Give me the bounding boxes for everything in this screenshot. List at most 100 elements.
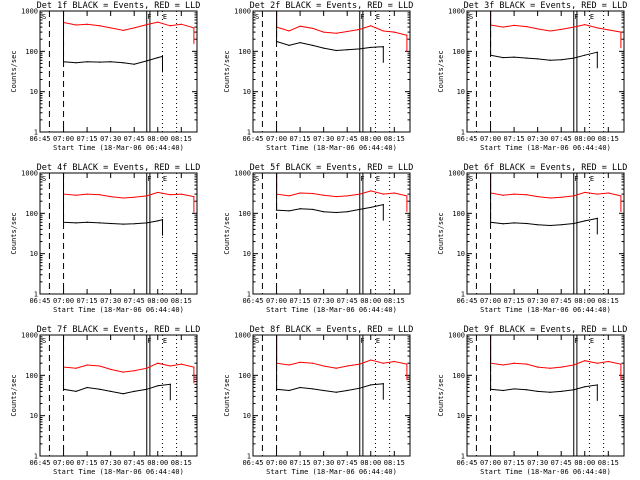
plot-frame [466, 334, 625, 457]
x-tick-label: 08:00 [360, 459, 381, 467]
y-tick-label: 10 [30, 412, 38, 420]
lld-point [133, 27, 135, 29]
events-point [513, 388, 515, 390]
events-point [122, 393, 124, 395]
y-tick-label: 1 [247, 291, 251, 299]
series-line-lld [276, 11, 408, 52]
lld-point [346, 365, 348, 367]
lld-point [560, 196, 562, 198]
events-point [275, 40, 278, 43]
y-tick-label: 10 [243, 250, 251, 258]
panel-det-7: Det 7f BLACK = Events, RED = LLD 1 10 100 10… [10, 325, 200, 476]
marker-label-s: S [469, 337, 473, 345]
events-point [573, 389, 575, 391]
x-tick-label: 07:30 [313, 459, 334, 467]
lld-point [549, 197, 551, 199]
lld-point [596, 193, 598, 195]
events-point [288, 389, 290, 392]
events-point [335, 211, 337, 214]
y-tick-label: 1 [34, 129, 38, 137]
plot-frame [466, 10, 625, 133]
events-point [526, 389, 528, 391]
x-tick-label: 06:45 [29, 135, 50, 143]
events-point [526, 57, 528, 59]
events-point [323, 389, 325, 392]
lld-point [596, 27, 598, 29]
panel-det-4: Det 4f BLACK = Events, RED = LLD 1 10 100 10… [10, 163, 200, 314]
events-point [489, 54, 492, 56]
marker-label-f: F [574, 13, 578, 21]
lld-point [288, 364, 290, 366]
lld-point [86, 23, 88, 25]
lld-point [193, 195, 195, 198]
lld-point [406, 195, 408, 197]
series-line-lld [63, 335, 195, 384]
y-tick-label: 100 [238, 210, 251, 218]
events-point [99, 222, 101, 224]
events-point [312, 44, 314, 47]
y-axis-label: Counts/sec [437, 50, 445, 92]
x-axis-label: Start Time (18-Mar-06 06:44:40) [480, 144, 611, 152]
events-point [335, 391, 337, 393]
events-point [382, 203, 384, 206]
lld-point [312, 27, 314, 30]
x-tick-label: 07:15 [290, 459, 311, 467]
events-point [146, 60, 148, 62]
events-point [382, 383, 384, 385]
events-point [573, 222, 575, 225]
events-point [86, 61, 88, 63]
y-tick-label: 1000 [448, 170, 465, 178]
y-axis-label: Counts/sec [437, 374, 445, 416]
events-point [133, 223, 135, 225]
marker-label-f: F [574, 337, 578, 345]
x-tick-label: 07:15 [77, 459, 98, 467]
series-line-events [276, 173, 384, 221]
events-point [489, 388, 492, 390]
lld-point [382, 362, 384, 364]
x-tick-label: 07:30 [100, 459, 121, 467]
panel-title: Det 8f BLACK = Events, RED = LLD [250, 325, 414, 335]
events-point [299, 208, 301, 210]
marker-label-e: E [590, 337, 594, 345]
y-tick-label: 10 [243, 88, 251, 96]
marker-label-s: S [255, 13, 259, 21]
panel-det-2: Det 2f BLACK = Events, RED = LLD 1 10 100 10… [223, 1, 413, 152]
y-tick-label: 1 [461, 129, 465, 137]
events-point [489, 221, 492, 223]
x-tick-label: 07:45 [124, 297, 145, 305]
x-axis-label: Start Time (18-Mar-06 06:44:40) [480, 306, 611, 314]
lld-point [75, 24, 77, 26]
events-point [584, 54, 586, 56]
y-tick-label: 10 [457, 88, 465, 96]
lld-point [596, 362, 598, 364]
x-tick-label: 08:00 [147, 459, 168, 467]
x-tick-label: 07:45 [124, 459, 145, 467]
lld-point [169, 25, 171, 27]
marker-label-f: F [147, 175, 151, 183]
events-point [526, 222, 528, 225]
plot-frame [39, 334, 198, 457]
x-tick-label: 07:45 [551, 459, 572, 467]
marker-label-f: F [360, 13, 364, 21]
lld-point [526, 194, 528, 196]
events-point [502, 223, 504, 225]
lld-point [288, 195, 290, 197]
x-axis-label: Start Time (18-Mar-06 06:44:40) [266, 468, 397, 476]
lld-point [122, 29, 124, 32]
y-tick-label: 100 [25, 48, 38, 56]
lld-point [573, 26, 575, 28]
y-tick-label: 100 [238, 48, 251, 56]
x-tick-label: 07:00 [480, 459, 501, 467]
events-point [299, 41, 301, 44]
y-tick-label: 10 [457, 250, 465, 258]
panel-title: Det 9f BLACK = Events, RED = LLD [464, 325, 628, 335]
lld-point [537, 195, 539, 198]
y-axis-label: Counts/sec [10, 50, 18, 92]
y-tick-label: 1000 [234, 8, 251, 16]
panel-det-5: Det 5f BLACK = Events, RED = LLD 1 10 100 10… [223, 163, 413, 314]
x-tick-label: 07:30 [527, 135, 548, 143]
y-tick-label: 1000 [21, 332, 38, 340]
events-point [161, 55, 164, 57]
lld-point [513, 24, 515, 26]
marker-label-e: E [376, 175, 380, 183]
